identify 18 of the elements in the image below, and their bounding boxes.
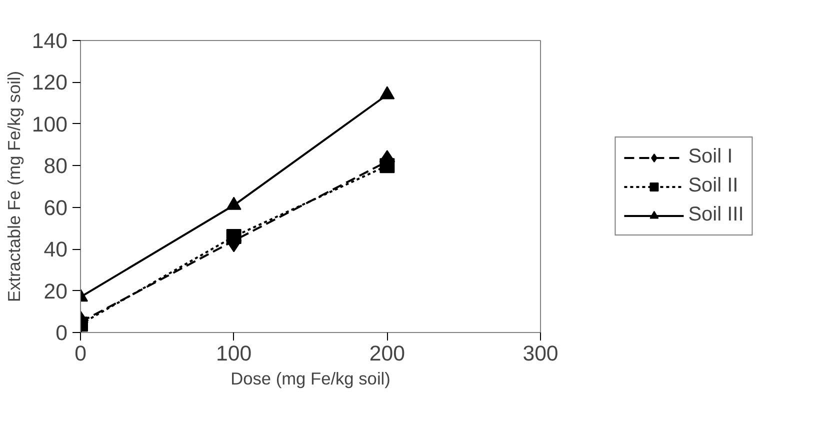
y-tick-label: 120	[32, 70, 68, 95]
legend-label: Soil I	[688, 146, 733, 168]
point	[380, 158, 395, 174]
y-tick-label: 100	[32, 112, 68, 136]
y-axis-title: Extractable Fe (mg Fe/kg soil)	[4, 70, 24, 302]
x-axis-title: Dose (mg Fe/kg soil)	[230, 368, 390, 388]
x-tick-label: 200	[369, 342, 406, 366]
y-tick-label: 80	[44, 154, 68, 178]
legend-label: Soil III	[688, 204, 744, 226]
y-tick-label: 40	[44, 238, 68, 262]
legend-label: Soil II	[688, 174, 738, 198]
y-tick-label: 60	[44, 196, 68, 220]
x-tick-label: 100	[216, 342, 252, 366]
y-tick-label: 20	[44, 279, 68, 304]
y-tick-label: 140	[32, 29, 68, 53]
y-tick-label: 0	[56, 321, 68, 345]
x-tick-label: 300	[522, 342, 558, 366]
x-tick-label: 0	[74, 342, 87, 366]
